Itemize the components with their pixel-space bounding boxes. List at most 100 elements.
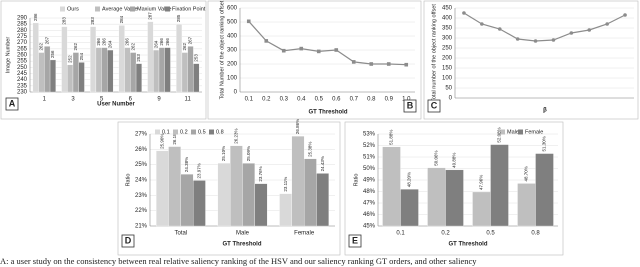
- y-tick-label: 450: [442, 6, 453, 12]
- marker: [316, 49, 321, 54]
- data-label: 49.88%: [452, 153, 457, 168]
- panel-box: [427, 99, 441, 113]
- x-tick-label: 5: [100, 97, 104, 103]
- data-label: 286: [33, 13, 38, 21]
- data-label: 51.30%: [542, 136, 547, 151]
- y-tick-label: 400: [442, 16, 453, 22]
- bar: [517, 183, 536, 227]
- y-tick-label: 265: [17, 46, 28, 52]
- marker: [497, 27, 502, 31]
- data-label: 48.70%: [524, 166, 529, 181]
- y-tick-label: 46%: [363, 212, 376, 218]
- bar: [304, 158, 317, 227]
- legend-label: Average Value: [102, 6, 138, 12]
- y-tick-label: 235: [17, 83, 28, 89]
- y-tick-label: 24%: [135, 178, 148, 184]
- data-label: 266: [96, 38, 101, 46]
- data-label: 283: [90, 17, 95, 25]
- y-axis-title: Total number of the object ranking offse…: [431, 4, 437, 102]
- bar: [535, 153, 554, 227]
- x-tick-label: 0.1: [396, 231, 405, 237]
- data-label: 25.10%: [221, 146, 226, 161]
- x-tick-label: 9: [157, 97, 161, 103]
- legend-swatch: [130, 6, 135, 12]
- data-label: 26.18%: [172, 129, 177, 144]
- panel-letter: C: [431, 100, 438, 110]
- y-tick-label: 285: [17, 22, 28, 28]
- x-tick-label: 6: [129, 97, 133, 103]
- data-label: 26.86%: [295, 119, 300, 134]
- marker: [462, 11, 466, 15]
- bar: [124, 47, 131, 93]
- legend-label: 0.5: [198, 129, 206, 135]
- marker: [264, 39, 269, 43]
- marker: [551, 38, 556, 42]
- y-tick-label: 100: [227, 76, 238, 82]
- panel-box: [5, 97, 19, 111]
- y-tick-label: 45%: [363, 224, 376, 230]
- y-tick-label: 280: [17, 28, 28, 34]
- bar: [78, 62, 85, 93]
- y-axis-title: Image Number: [5, 37, 11, 74]
- marker: [605, 22, 609, 26]
- legend-swatch: [518, 129, 523, 135]
- panel-letter: E: [352, 235, 358, 245]
- x-tick-label: 0.6: [332, 97, 341, 103]
- y-tick-label: 270: [17, 40, 28, 46]
- data-label: 253: [136, 54, 141, 62]
- bar: [242, 163, 255, 227]
- data-label: 266: [159, 38, 164, 46]
- bar: [217, 162, 231, 227]
- data-label: 24.38%: [184, 157, 189, 172]
- marker: [515, 37, 520, 41]
- marker: [369, 62, 374, 66]
- bar: [107, 49, 114, 93]
- y-tick-label: 350: [442, 26, 453, 32]
- x-tick-label: 0.9: [385, 97, 394, 103]
- x-axis-title: User Number: [97, 102, 135, 108]
- legend-swatch: [95, 6, 100, 12]
- marker: [587, 28, 592, 32]
- data-label: 47.96%: [479, 175, 484, 190]
- legend-label: Maxium Value: [137, 6, 171, 12]
- legend-swatch: [191, 129, 196, 135]
- data-label: 25.90%: [160, 134, 165, 149]
- x-axis-title: β: [543, 108, 547, 114]
- data-label: 253: [193, 54, 198, 62]
- x-tick-label: 0.2: [441, 231, 450, 237]
- y-tick-label: 200: [227, 62, 238, 68]
- data-label: 264: [107, 40, 112, 48]
- bar: [168, 146, 181, 227]
- bar: [95, 47, 102, 93]
- legend-swatch: [500, 129, 505, 135]
- legend-label: Female: [525, 129, 543, 135]
- y-tick-label: 47%: [363, 201, 376, 207]
- data-label: 23.97%: [197, 163, 202, 178]
- data-label: 262: [39, 43, 44, 51]
- data-label: 262: [130, 43, 135, 51]
- x-tick-label: 3: [71, 97, 75, 103]
- bar: [445, 169, 464, 227]
- y-tick-label: 255: [17, 59, 28, 65]
- data-label: 287: [148, 12, 153, 20]
- bar: [490, 144, 509, 227]
- y-tick-label: 22%: [135, 208, 148, 214]
- y-axis-title: Ratio: [125, 174, 131, 187]
- data-label: 51.88%: [389, 130, 394, 145]
- y-tick-label: 275: [17, 34, 28, 40]
- x-tick-label: 11: [185, 97, 192, 103]
- bar: [180, 174, 194, 227]
- y-tick-label: 27%: [135, 132, 148, 138]
- x-tick-label: Total: [174, 231, 187, 237]
- x-tick-label: 0.3: [280, 97, 289, 103]
- y-tick-label: 0: [234, 90, 238, 96]
- y-tick-label: 21%: [135, 224, 148, 230]
- legend-label: 0.2: [180, 129, 188, 135]
- x-tick-label: Female: [294, 231, 315, 237]
- y-tick-label: 49%: [363, 178, 376, 184]
- bar: [49, 59, 56, 93]
- bar: [67, 64, 74, 93]
- y-tick-label: 200: [442, 56, 453, 62]
- bar: [193, 180, 206, 227]
